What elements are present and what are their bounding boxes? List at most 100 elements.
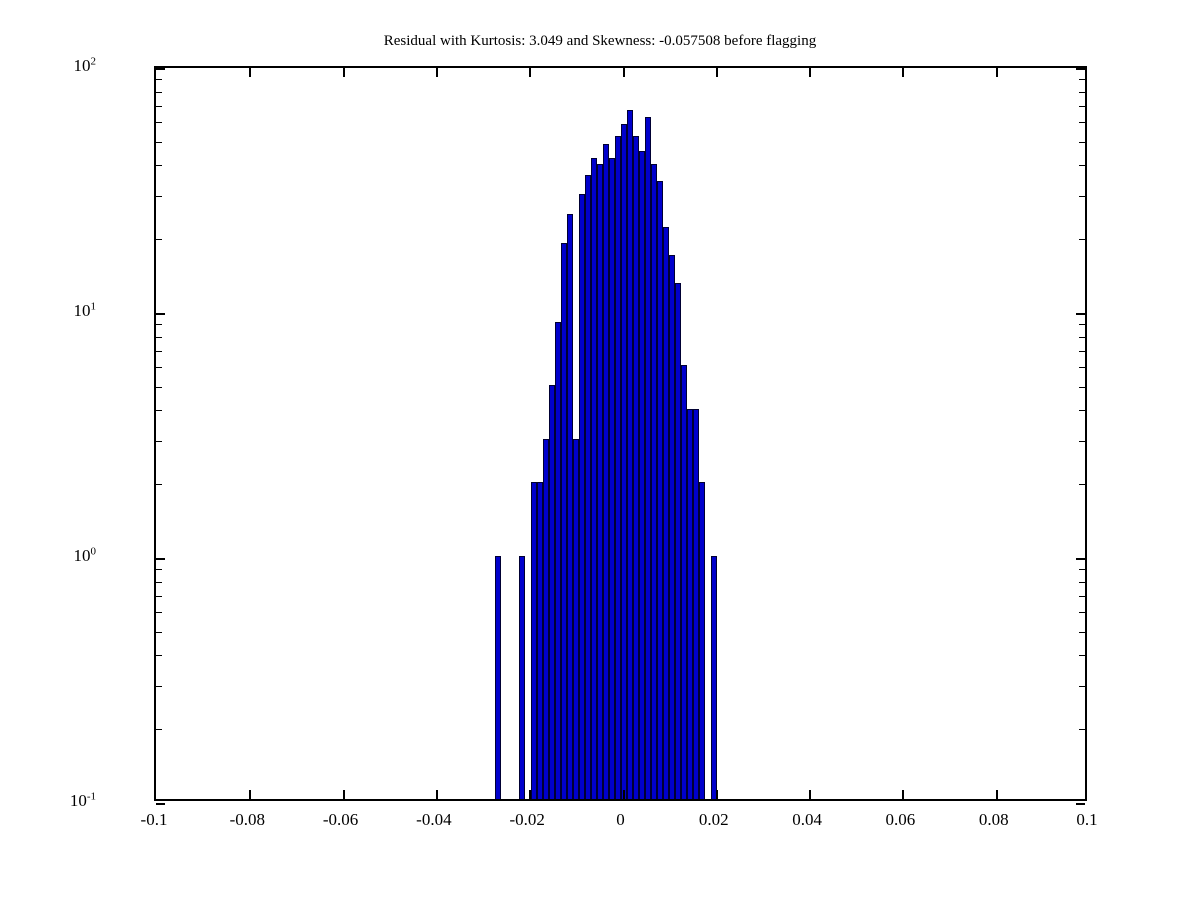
y-tick-label-exponent: 1 [90, 300, 97, 313]
y-tick-minor [1079, 729, 1085, 731]
x-tick-label: 0.04 [792, 810, 822, 829]
y-tick-minor [1079, 410, 1085, 412]
x-tick [902, 68, 905, 77]
y-tick-minor [1079, 441, 1085, 443]
x-tick-label: -0.1 [140, 810, 168, 829]
y-tick-major [1076, 68, 1085, 70]
y-tick-minor [1079, 612, 1085, 614]
x-tick-label: -0.02 [509, 810, 545, 829]
histogram-bar [579, 194, 585, 801]
y-tick-minor [156, 410, 162, 412]
x-tick [995, 68, 998, 77]
histogram-bar [657, 180, 663, 801]
histogram-bar [699, 482, 705, 801]
x-tick-label: 0.06 [885, 810, 916, 829]
y-tick-label-exponent: -1 [86, 790, 96, 803]
histogram-bar [597, 163, 603, 801]
y-tick-minor [1079, 367, 1085, 369]
y-tick-label-exponent: 2 [90, 55, 97, 68]
y-tick-major [1076, 558, 1085, 560]
y-tick-minor [156, 441, 162, 443]
y-tick-minor [1079, 595, 1085, 597]
y-tick-minor [156, 631, 162, 633]
x-tick-label: -0.08 [229, 810, 266, 829]
y-tick-minor [156, 686, 162, 688]
x-tick [809, 790, 812, 799]
y-tick-minor [156, 141, 162, 143]
histogram-bar [687, 408, 693, 801]
y-tick-minor [156, 386, 162, 388]
y-tick-minor [156, 239, 162, 241]
histogram-bar [675, 283, 681, 801]
x-tick [622, 68, 625, 77]
y-tick-minor [156, 91, 162, 93]
x-tick [249, 68, 252, 77]
histogram-bar [573, 439, 579, 801]
y-tick-minor [156, 581, 162, 583]
y-tick-minor [156, 595, 162, 597]
y-tick-label-mantissa: 10 [73, 546, 91, 565]
plot-area [154, 66, 1087, 801]
y-tick-minor [156, 165, 162, 167]
x-tick-label: 0.1 [1076, 810, 1098, 829]
y-tick-minor [1079, 105, 1085, 107]
y-tick-minor [156, 484, 162, 486]
histogram-bar [519, 556, 525, 801]
x-tick [342, 790, 345, 799]
histogram-bar [531, 482, 537, 801]
histogram-bar [663, 227, 669, 801]
y-tick-label-mantissa: 10 [73, 56, 91, 75]
y-tick-label-exponent: 0 [90, 545, 97, 558]
x-tick-label: 0.02 [698, 810, 729, 829]
histogram-bar [603, 144, 609, 801]
histogram-bar [537, 482, 543, 801]
y-tick-minor [1079, 484, 1085, 486]
y-tick-minor [1079, 581, 1085, 583]
histogram-bar [639, 150, 645, 801]
y-tick-minor [156, 105, 162, 107]
x-tick [529, 790, 532, 799]
y-tick-minor [156, 196, 162, 198]
y-tick-major [156, 68, 165, 70]
y-tick-minor [1079, 165, 1085, 167]
y-tick-minor [1079, 122, 1085, 124]
x-tick [715, 790, 718, 799]
x-tick [435, 68, 438, 77]
y-tick-minor [156, 336, 162, 338]
y-tick-minor [1079, 79, 1085, 81]
y-tick-minor [1079, 569, 1085, 571]
y-tick-major [156, 313, 165, 315]
histogram-bar [591, 158, 597, 801]
y-tick-minor [1079, 655, 1085, 657]
y-tick-minor [156, 324, 162, 326]
x-tick [529, 68, 532, 77]
histogram-bar [549, 384, 555, 801]
histogram-bar [633, 135, 639, 801]
x-tick [435, 790, 438, 799]
y-tick-minor [1079, 239, 1085, 241]
y-tick-major [1076, 313, 1085, 315]
x-tick [249, 790, 252, 799]
histogram-bar [693, 408, 699, 801]
histogram-bar [669, 254, 675, 801]
y-tick-minor [156, 367, 162, 369]
histogram-bar [621, 123, 627, 801]
x-tick [715, 68, 718, 77]
y-tick-minor [156, 79, 162, 81]
y-tick-minor [1079, 686, 1085, 688]
chart-title: Residual with Kurtosis: 3.049 and Skewne… [383, 33, 817, 49]
y-tick-label-mantissa: 10 [73, 301, 91, 320]
y-tick-label: 100 [73, 545, 97, 565]
x-tick [902, 790, 905, 799]
histogram-bar [645, 116, 651, 801]
histogram-bar [627, 110, 633, 801]
histogram-bar [561, 242, 567, 801]
y-tick-minor [1079, 631, 1085, 633]
histogram-bar [711, 556, 717, 801]
histogram-bar [567, 213, 573, 801]
y-tick-minor [156, 350, 162, 352]
histogram-bar [555, 322, 561, 801]
y-tick-label: 10-1 [70, 790, 96, 809]
x-tick-label: -0.04 [416, 810, 452, 829]
x-tick-label: 0 [616, 810, 625, 829]
